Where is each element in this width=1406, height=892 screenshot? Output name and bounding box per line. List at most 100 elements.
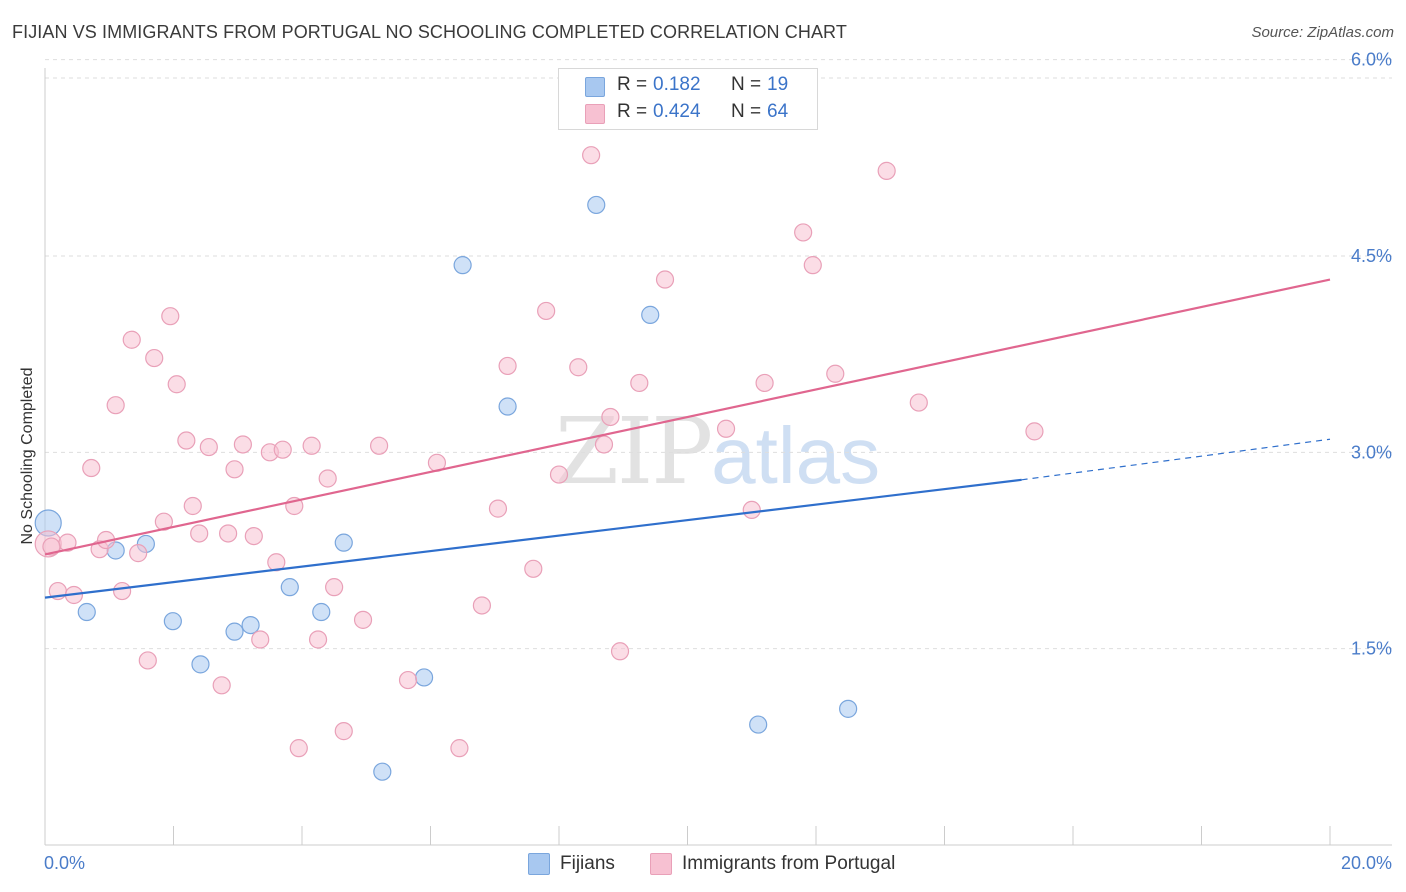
bottom-legend-fijians: Fijians xyxy=(528,850,615,878)
portugal-point xyxy=(353,610,373,629)
watermark: ZIPatlas xyxy=(555,398,880,505)
portugal-point xyxy=(716,419,736,438)
portugal-point xyxy=(190,524,209,543)
portugal-point xyxy=(334,722,353,741)
portugal-point xyxy=(122,330,141,349)
portugal-point xyxy=(129,544,148,563)
y-tick-label: 6.0% xyxy=(1351,50,1392,70)
portugal-point xyxy=(1025,422,1044,441)
x-tick-label: 20.0% xyxy=(1341,853,1392,873)
portugal-point xyxy=(630,373,649,393)
legend-n-label: N = xyxy=(731,101,762,122)
fijians-point xyxy=(334,533,353,552)
portugal-point xyxy=(167,375,186,394)
fijians-point xyxy=(373,762,392,781)
fijians-point xyxy=(163,612,182,631)
portugal-point xyxy=(803,256,822,275)
portugal-point xyxy=(42,537,61,556)
portugal-point xyxy=(273,440,292,459)
portugal-point xyxy=(154,512,173,531)
portugal-point xyxy=(318,469,337,488)
portugal-point xyxy=(289,739,308,758)
portugal-point xyxy=(655,270,675,289)
portugal-point xyxy=(199,437,218,457)
fijians-point xyxy=(839,699,858,718)
legend-n-value: 64 xyxy=(767,101,789,122)
portugal-point xyxy=(302,436,321,455)
portugal-point xyxy=(219,524,238,543)
portugal-point xyxy=(138,651,157,670)
y-tick-label: 1.5% xyxy=(1351,639,1392,659)
y-tick-label: 4.5% xyxy=(1351,246,1392,266)
y-tick-label: 3.0% xyxy=(1351,442,1392,462)
fijians-point xyxy=(241,615,260,635)
fijians-trend-line xyxy=(44,478,1022,599)
portugal-point xyxy=(82,458,101,478)
data-points xyxy=(34,146,1044,781)
watermark-atlas: atlas xyxy=(711,411,881,500)
fijians-point xyxy=(312,602,331,622)
portugal-point xyxy=(308,630,328,649)
portugal-point xyxy=(212,676,231,695)
portugal-point xyxy=(112,581,132,601)
fijians-point xyxy=(414,668,434,687)
portugal-point xyxy=(450,739,469,758)
portugal-point xyxy=(826,364,845,383)
chart-title: FIJIAN VS IMMIGRANTS FROM PORTUGAL NO SC… xyxy=(12,22,847,42)
grid-lines xyxy=(45,59,1392,650)
portugal-point xyxy=(145,348,164,368)
fijians-point xyxy=(641,305,660,324)
portugal-point xyxy=(398,670,418,690)
portugal-point xyxy=(488,499,508,518)
legend-swatch-portugal xyxy=(585,104,605,124)
legend-r-value: 0.182 xyxy=(653,74,701,95)
portugal-point xyxy=(524,559,543,578)
portugal-point xyxy=(742,500,761,520)
stats-legend: R = 0.182 N = 19 R = 0.424 N = 64 xyxy=(558,68,818,130)
fijians-point xyxy=(498,397,517,416)
portugal-point xyxy=(370,436,389,455)
bottom-legend-label-fijians: Fijians xyxy=(560,853,615,874)
fijians-point xyxy=(749,715,768,734)
portugal-point xyxy=(161,307,180,326)
fijians-point xyxy=(191,655,210,674)
bottom-legend-swatch-fijians xyxy=(528,853,550,875)
fijians-point xyxy=(77,602,96,622)
trend-lines xyxy=(44,278,1331,599)
axes xyxy=(44,68,1392,846)
portugal-point xyxy=(582,146,601,165)
portugal-point xyxy=(610,642,630,661)
portugal-point xyxy=(177,431,196,450)
portugal-point xyxy=(549,465,569,484)
bottom-legend-swatch-portugal xyxy=(650,853,672,875)
portugal-point xyxy=(909,393,928,412)
portugal-point xyxy=(569,358,588,377)
x-tick-label: 0.0% xyxy=(44,853,85,873)
legend-r-value: 0.424 xyxy=(653,101,701,122)
portugal-trend-line xyxy=(44,278,1331,556)
bottom-legend-label-portugal: Immigrants from Portugal xyxy=(682,853,896,874)
portugal-point xyxy=(233,435,252,454)
bottom-legend-portugal: Immigrants from Portugal xyxy=(650,850,895,878)
source-label: Source: ZipAtlas.com xyxy=(1251,24,1394,41)
fijians-point xyxy=(225,622,244,641)
portugal-point xyxy=(472,596,491,615)
legend-swatch-fijians xyxy=(585,77,605,97)
portugal-point xyxy=(225,460,244,479)
portugal-point xyxy=(601,407,620,427)
portugal-point xyxy=(755,373,774,393)
portugal-point xyxy=(183,496,202,516)
legend-n-value: 19 xyxy=(767,74,789,95)
fijians-point xyxy=(280,578,299,597)
portugal-point xyxy=(594,435,614,454)
portugal-point xyxy=(794,223,813,242)
legend-r-label: R = xyxy=(617,74,648,95)
fijians-trend-extension xyxy=(1021,438,1331,481)
legend-r-label: R = xyxy=(617,101,648,122)
portugal-point xyxy=(537,301,556,321)
fijians-point xyxy=(453,256,472,275)
fijians-point xyxy=(587,195,606,215)
legend-n-label: N = xyxy=(731,74,762,95)
portugal-point xyxy=(498,356,517,376)
